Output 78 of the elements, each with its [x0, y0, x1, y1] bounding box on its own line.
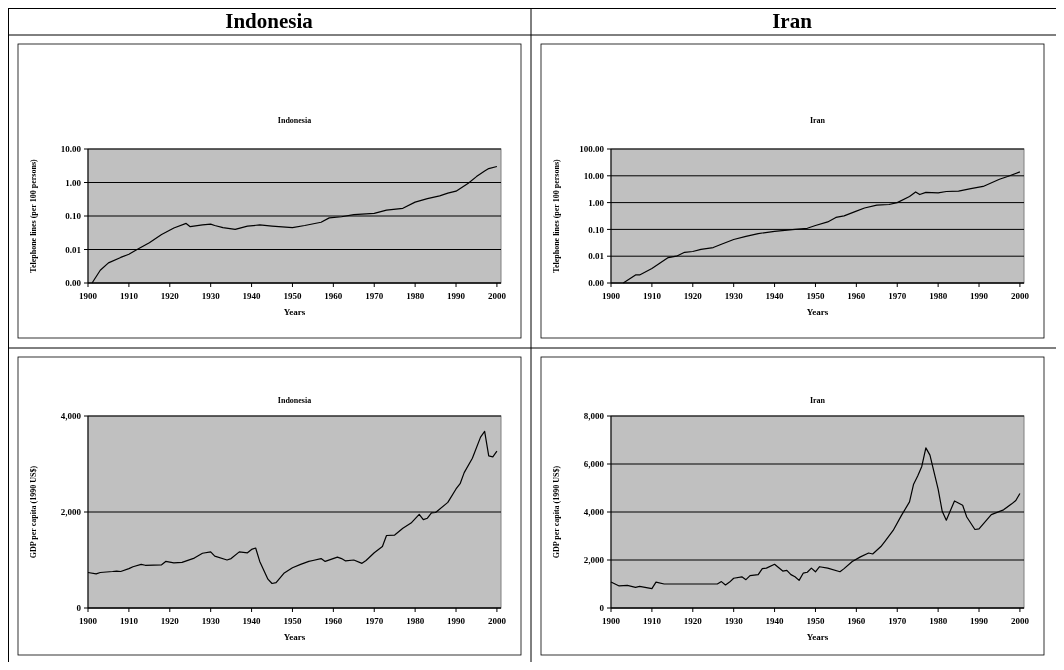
y-tick-label: 1.00	[588, 197, 605, 208]
x-tick-label: 1950	[283, 616, 302, 626]
x-tick-label: 1960	[324, 291, 343, 301]
y-tick-label: 100.00	[579, 144, 605, 155]
y-axis-title: GDP per capita (1990 US$)	[552, 465, 561, 559]
x-tick-label: 1960	[324, 616, 343, 626]
y-tick-label: 0.10	[588, 224, 605, 235]
y-tick-label: 10.00	[60, 144, 82, 155]
x-tick-label: 1910	[642, 291, 662, 301]
x-tick-label: 2000	[487, 291, 507, 301]
y-tick-label: 0.00	[65, 278, 82, 289]
x-tick-label: 1960	[847, 291, 866, 301]
x-tick-label: 1910	[119, 291, 139, 301]
x-tick-label: 1940	[765, 291, 785, 301]
y-tick-label: 0.01	[588, 251, 605, 262]
x-tick-label: 1930	[724, 616, 744, 626]
x-tick-label: 1930	[201, 291, 221, 301]
x-tick-label: 1910	[119, 616, 139, 626]
chart-title: Iran	[809, 396, 826, 405]
y-axis-title: Telephone lines (per 100 persons)	[29, 158, 38, 273]
x-tick-label: 1980	[406, 291, 425, 301]
x-tick-label: 1920	[683, 616, 703, 626]
x-axis-title: Years	[283, 632, 306, 642]
line-series	[91, 165, 498, 284]
y-tick-label: 0.10	[65, 211, 82, 222]
y-tick-label: 8,000	[583, 411, 605, 422]
x-tick-label: 1990	[970, 291, 989, 301]
chart-title: Indonesia	[277, 396, 312, 405]
chart-title: Iran	[772, 9, 813, 33]
x-tick-label: 1970	[365, 616, 384, 626]
y-axis-title: GDP per capita (1990 US$)	[29, 465, 38, 559]
x-tick-label: 1940	[765, 616, 785, 626]
x-tick-label: 1930	[201, 616, 221, 626]
x-tick-label: 1980	[929, 291, 948, 301]
x-tick-label: 1940	[242, 616, 262, 626]
x-tick-label: 1900	[602, 291, 621, 301]
y-tick-label: 2,000	[583, 555, 605, 566]
y-tick-label: 0	[599, 603, 605, 614]
y-tick-label: 0.00	[588, 278, 605, 289]
x-tick-label: 1900	[602, 616, 621, 626]
x-tick-label: 1980	[406, 616, 425, 626]
x-tick-label: 1990	[447, 291, 466, 301]
x-tick-label: 2000	[487, 616, 507, 626]
x-tick-label: 1970	[365, 291, 384, 301]
x-tick-label: 1920	[683, 291, 703, 301]
x-tick-label: 1950	[283, 291, 302, 301]
x-tick-label: 1910	[642, 616, 662, 626]
x-axis-title: Years	[283, 307, 306, 317]
y-axis-title: Telephone lines (per 100 persons)	[552, 158, 561, 273]
x-tick-label: 1990	[970, 616, 989, 626]
y-tick-label: 0.01	[65, 244, 82, 255]
x-tick-label: 1950	[806, 291, 825, 301]
x-tick-label: 1920	[160, 616, 180, 626]
y-tick-label: 0	[76, 603, 82, 614]
y-tick-label: 2,000	[60, 507, 82, 518]
x-tick-label: 2000	[1010, 616, 1030, 626]
x-tick-label: 1900	[79, 616, 98, 626]
x-tick-label: 1920	[160, 291, 180, 301]
chart-subtitle: Iran	[809, 116, 826, 125]
x-tick-label: 1970	[888, 616, 907, 626]
y-tick-label: 10.00	[583, 170, 605, 181]
x-tick-label: 1990	[447, 616, 466, 626]
x-axis-title: Years	[806, 632, 829, 642]
y-tick-label: 4,000	[60, 411, 82, 422]
x-tick-label: 1900	[79, 291, 98, 301]
x-tick-label: 1950	[806, 616, 825, 626]
x-tick-label: 1980	[929, 616, 948, 626]
x-tick-label: 1960	[847, 616, 866, 626]
y-tick-label: 4,000	[583, 507, 605, 518]
x-tick-label: 1930	[724, 291, 744, 301]
x-tick-label: 1940	[242, 291, 262, 301]
y-tick-label: 6,000	[583, 459, 605, 470]
y-tick-label: 1.00	[65, 177, 82, 188]
x-tick-label: 2000	[1010, 291, 1030, 301]
chart-subtitle: Indonesia	[277, 116, 312, 125]
chart-title: Indonesia	[225, 9, 314, 33]
x-axis-title: Years	[806, 307, 829, 317]
x-tick-label: 1970	[888, 291, 907, 301]
